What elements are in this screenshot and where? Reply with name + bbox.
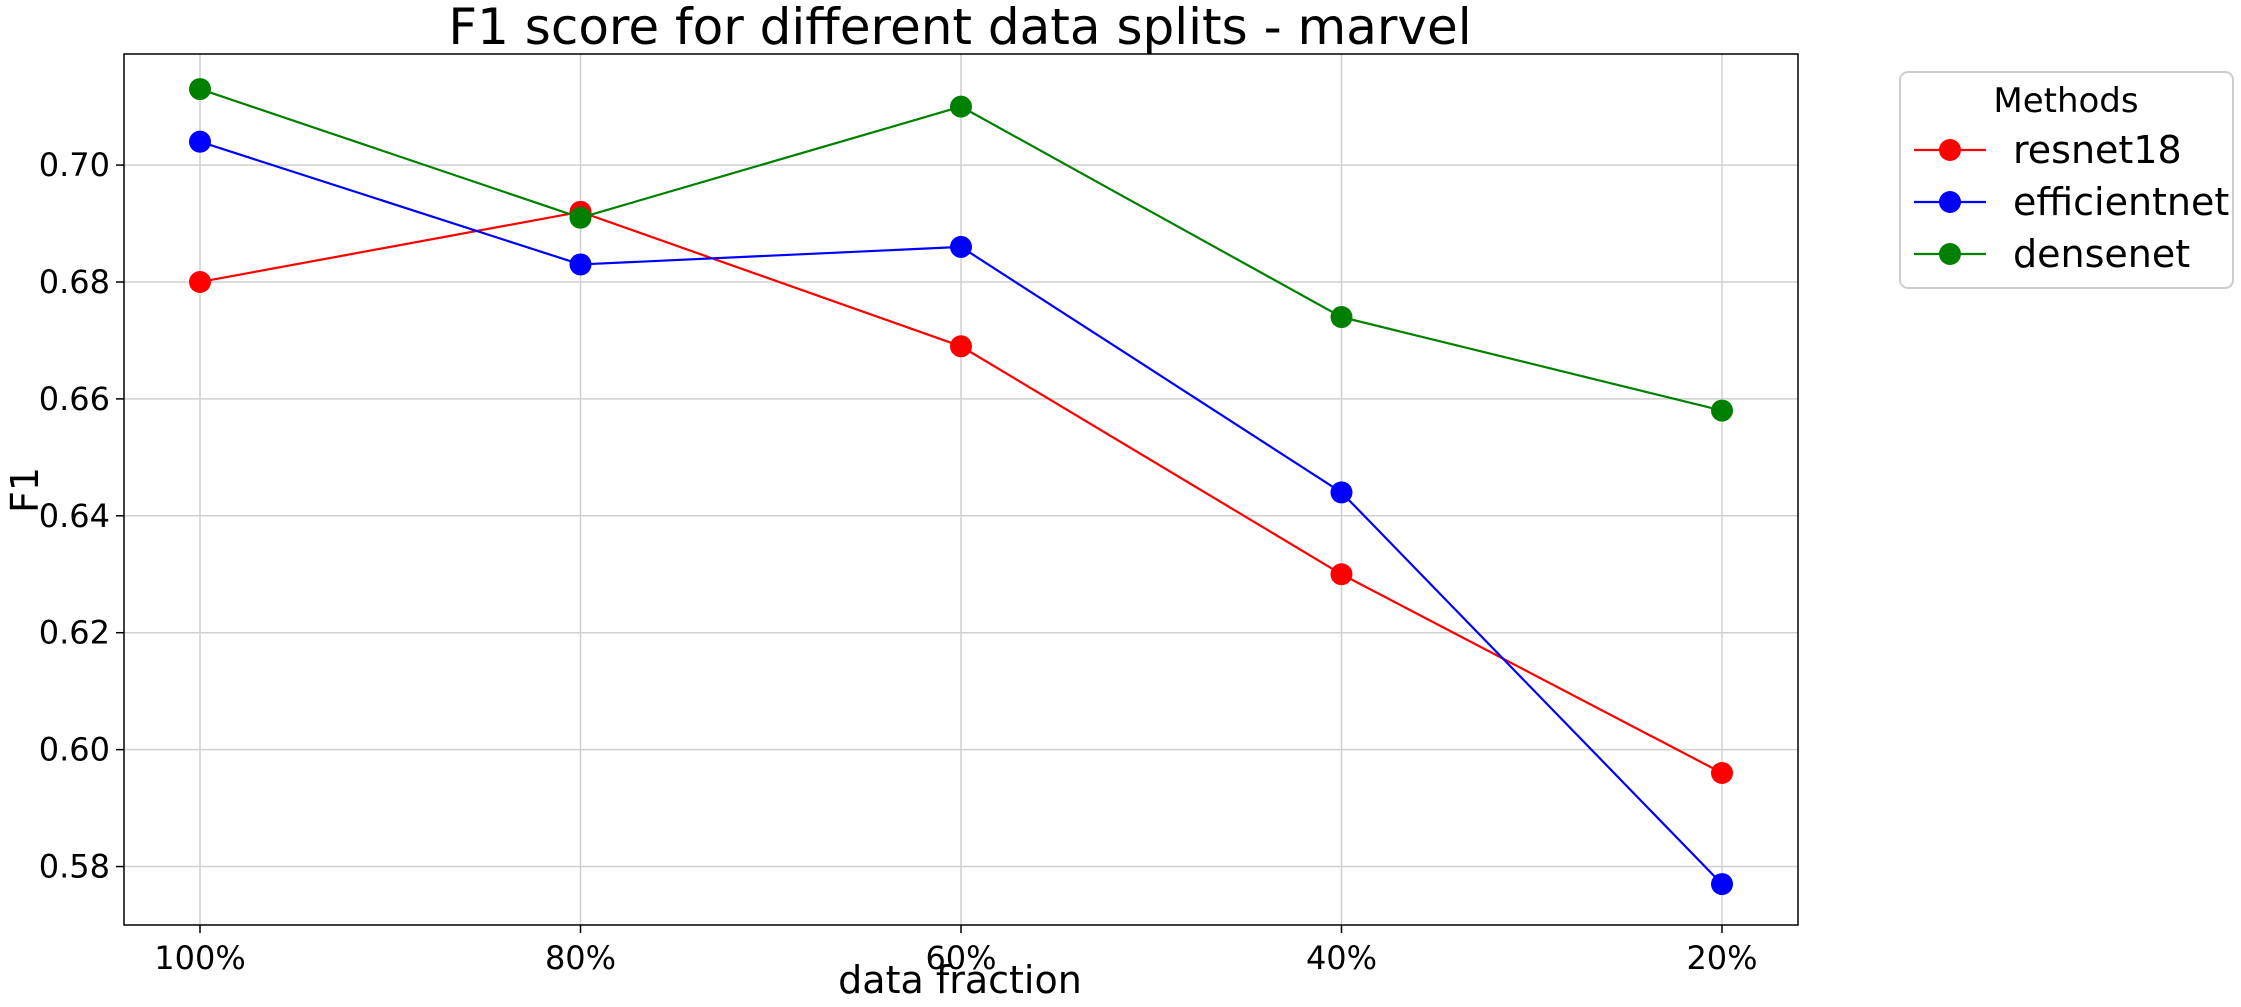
x-tick-label: 100% [154,939,245,977]
legend-marker [1939,139,1961,161]
legend-label: densenet [2013,232,2190,276]
x-tick-label: 80% [545,939,616,977]
legend-label: efficientnet [2013,180,2229,224]
x-axis-label: data fraction [838,958,1082,1002]
y-tick-label: 0.62 [39,614,110,652]
data-point-resnet18 [950,335,972,358]
series-densenet [189,78,1733,422]
data-point-resnet18 [189,270,211,293]
plot-area-frame [123,53,1799,926]
legend-item-resnet18: resnet18 [1914,128,2182,172]
legend-item-densenet: densenet [1914,232,2190,276]
series-efficientnet [189,130,1733,896]
x-axis-ticks: 100% 80% 60% 40% 20% [154,925,1758,977]
legend-title: Methods [1993,81,2138,121]
data-point-densenet [1330,306,1353,329]
data-point-densenet [1711,399,1733,422]
x-tick-label: 60% [925,939,996,977]
legend-item-efficientnet: efficientnet [1914,180,2229,224]
y-axis-ticks: 0.58 0.60 0.62 0.64 0.66 0.68 0.70 [39,146,124,886]
x-tick-label: 40% [1306,939,1377,977]
data-point-efficientnet [1711,873,1733,896]
y-tick-label: 0.66 [39,380,110,418]
y-tick-label: 0.64 [39,497,110,535]
y-axis-label: F1 [3,467,47,513]
legend-marker [1939,191,1961,213]
legend-items: resnet18 efficientnet densenet [1914,128,2229,276]
data-point-efficientnet [569,253,592,276]
data-point-efficientnet [1330,481,1353,504]
legend: Methods resnet18 efficientnet densenet [1899,71,2234,289]
y-tick-label: 0.68 [39,263,110,301]
legend-frame [1899,71,2234,289]
y-tick-label: 0.70 [39,146,110,184]
series-lines [189,78,1733,896]
data-point-densenet [950,95,972,118]
chart-title: F1 score for different data splits - mar… [448,0,1471,56]
data-point-densenet [189,78,211,101]
data-point-resnet18 [1330,563,1353,586]
legend-marker [1939,243,1961,265]
y-tick-label: 0.58 [39,848,110,886]
data-point-efficientnet [189,130,211,153]
data-point-densenet [569,206,592,229]
data-point-resnet18 [1711,762,1733,785]
x-tick-label: 20% [1686,939,1757,977]
data-point-efficientnet [950,235,972,258]
legend-label: resnet18 [2013,128,2182,172]
y-tick-label: 0.60 [39,731,110,769]
